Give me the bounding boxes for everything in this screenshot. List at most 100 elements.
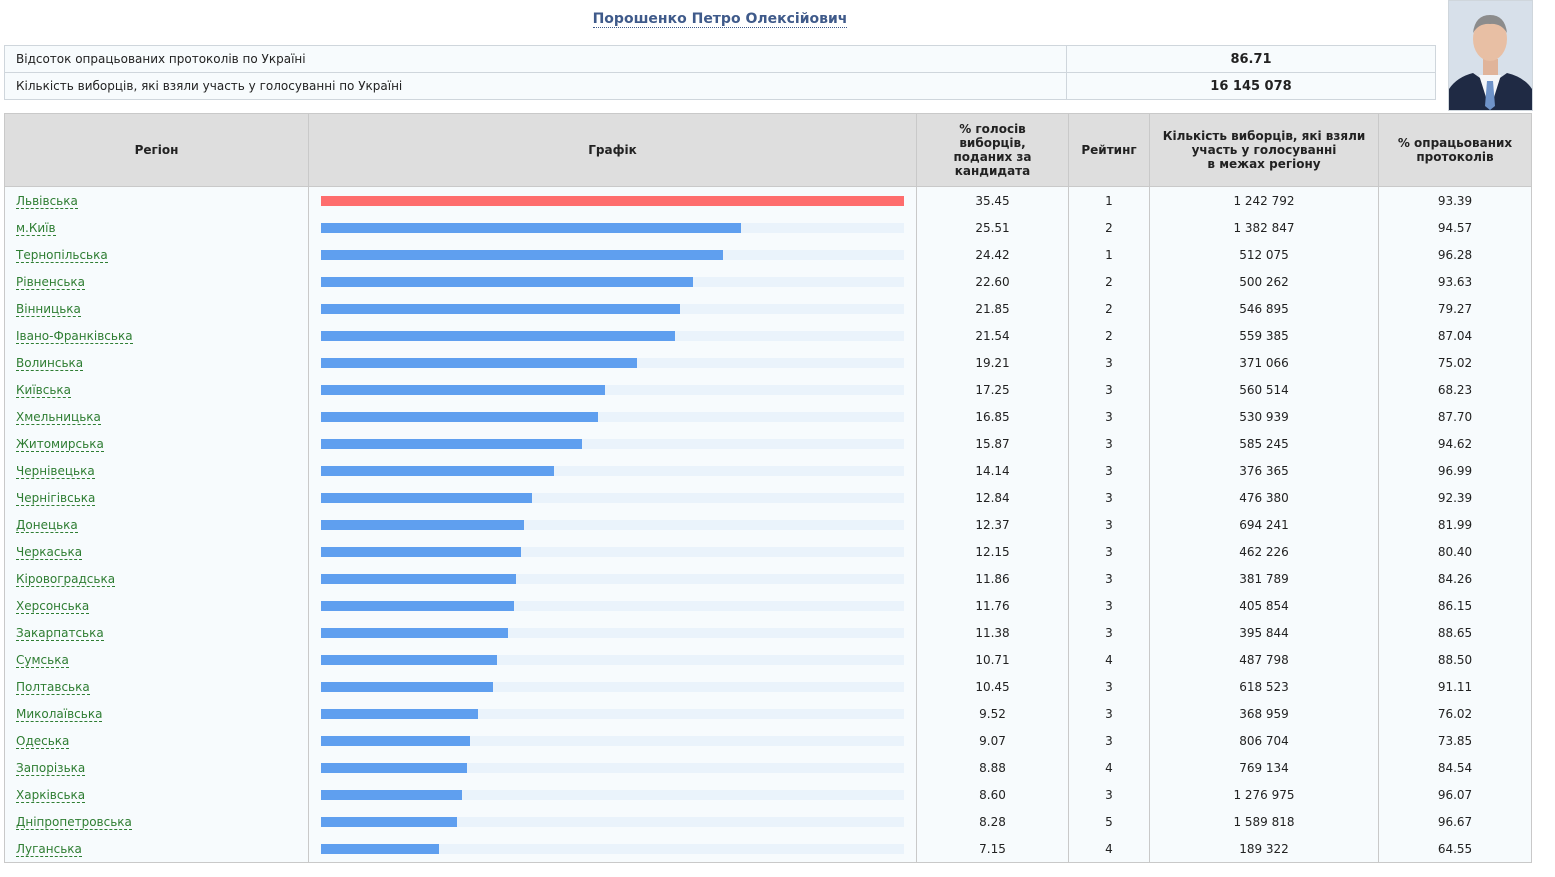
region-cell: Черкаська — [4, 538, 309, 565]
rating-cell: 3 — [1068, 484, 1150, 511]
percent-cell: 35.45 — [916, 186, 1069, 214]
processed-cell: 96.99 — [1378, 457, 1532, 484]
table-row: Чернівецька 14.14 3 376 365 96.99 — [4, 457, 1532, 484]
percent-bar — [321, 249, 723, 260]
percent-cell: 11.86 — [916, 565, 1069, 592]
percent-cell: 12.15 — [916, 538, 1069, 565]
region-cell: Івано-Франківська — [4, 322, 309, 349]
bar-track — [321, 492, 904, 503]
region-link[interactable]: Одеська — [16, 733, 70, 749]
rating-cell: 2 — [1068, 214, 1150, 241]
percent-bar — [321, 438, 582, 449]
region-cell: Закарпатська — [4, 619, 309, 646]
region-cell: Житомирська — [4, 430, 309, 457]
region-link[interactable]: Тернопільська — [16, 247, 108, 263]
processed-cell: 91.11 — [1378, 673, 1532, 700]
bar-track — [321, 411, 904, 422]
chart-cell — [308, 186, 917, 214]
column-header-percent[interactable]: % голосів виборців, поданих за кандидата — [916, 113, 1069, 187]
percent-bar — [321, 303, 681, 314]
region-link[interactable]: Сумська — [16, 652, 69, 668]
percent-cell: 12.84 — [916, 484, 1069, 511]
voters-cell: 405 854 — [1149, 592, 1379, 619]
region-link[interactable]: Луганська — [16, 841, 82, 857]
rating-cell: 3 — [1068, 403, 1150, 430]
rating-cell: 3 — [1068, 727, 1150, 754]
bar-track — [321, 249, 904, 260]
percent-cell: 21.54 — [916, 322, 1069, 349]
bar-track — [321, 654, 904, 665]
region-link[interactable]: Рівненська — [16, 274, 85, 290]
region-link[interactable]: Миколаївська — [16, 706, 103, 722]
voters-cell: 1 276 975 — [1149, 781, 1379, 808]
table-row: Полтавська 10.45 3 618 523 91.11 — [4, 673, 1532, 700]
region-link[interactable]: Запорізька — [16, 760, 86, 776]
percent-bar — [321, 627, 509, 638]
column-header-rating[interactable]: Рейтинг — [1068, 113, 1150, 187]
region-link[interactable]: Волинська — [16, 355, 84, 371]
processed-cell: 88.50 — [1378, 646, 1532, 673]
percent-cell: 8.88 — [916, 754, 1069, 781]
bar-track — [321, 573, 904, 584]
region-link[interactable]: Дніпропетровська — [16, 814, 132, 830]
region-link[interactable]: Хмельницька — [16, 409, 101, 425]
voters-cell: 462 226 — [1149, 538, 1379, 565]
chart-cell — [308, 727, 917, 754]
candidate-name-link[interactable]: Порошенко Петро Олексійович — [592, 11, 848, 28]
region-link[interactable]: Донецька — [16, 517, 78, 533]
region-cell: м.Київ — [4, 214, 309, 241]
region-link[interactable]: Закарпатська — [16, 625, 104, 641]
chart-cell — [308, 484, 917, 511]
region-link[interactable]: Львівська — [16, 193, 78, 209]
chart-cell — [308, 754, 917, 781]
processed-cell: 87.04 — [1378, 322, 1532, 349]
region-link[interactable]: Чернігівська — [16, 490, 96, 506]
region-link[interactable]: Черкаська — [16, 544, 83, 560]
processed-cell: 86.15 — [1378, 592, 1532, 619]
summary-row: Відсоток опрацьованих протоколів по Укра… — [4, 45, 1436, 73]
column-header-voters-line: Кількість виборців, які взяли — [1162, 129, 1366, 143]
bar-track — [321, 465, 904, 476]
processed-cell: 81.99 — [1378, 511, 1532, 538]
percent-bar — [321, 789, 463, 800]
percent-cell: 9.07 — [916, 727, 1069, 754]
percent-cell: 11.76 — [916, 592, 1069, 619]
region-link[interactable]: Київська — [16, 382, 71, 398]
voters-cell: 1 242 792 — [1149, 186, 1379, 214]
rating-cell: 3 — [1068, 781, 1150, 808]
region-link[interactable]: Вінницька — [16, 301, 81, 317]
voters-cell: 559 385 — [1149, 322, 1379, 349]
percent-bar — [321, 681, 493, 692]
region-link[interactable]: Івано-Франківська — [16, 328, 133, 344]
table-row: Чернігівська 12.84 3 476 380 92.39 — [4, 484, 1532, 511]
column-header-processed-line: % опрацьованих — [1397, 136, 1513, 150]
region-cell: Рівненська — [4, 268, 309, 295]
column-header-processed[interactable]: % опрацьованих протоколів — [1378, 113, 1532, 187]
voters-cell: 512 075 — [1149, 241, 1379, 268]
processed-cell: 76.02 — [1378, 700, 1532, 727]
percent-bar — [321, 195, 904, 206]
percent-bar — [321, 357, 637, 368]
table-body: Львівська 35.45 1 1 242 792 93.39 м.Київ 25.51… — [4, 186, 1532, 863]
column-header-region[interactable]: Регіон — [4, 113, 309, 187]
region-link[interactable]: Чернівецька — [16, 463, 95, 479]
region-link[interactable]: Кіровоградська — [16, 571, 116, 587]
region-cell: Кіровоградська — [4, 565, 309, 592]
region-link[interactable]: Харківська — [16, 787, 86, 803]
region-link[interactable]: м.Київ — [16, 220, 56, 236]
processed-cell: 93.39 — [1378, 186, 1532, 214]
region-link[interactable]: Полтавська — [16, 679, 90, 695]
region-link[interactable]: Херсонська — [16, 598, 90, 614]
bar-track — [321, 330, 904, 341]
rating-cell: 3 — [1068, 619, 1150, 646]
percent-cell: 14.14 — [916, 457, 1069, 484]
region-cell: Луганська — [4, 835, 309, 863]
region-cell: Вінницька — [4, 295, 309, 322]
percent-cell: 24.42 — [916, 241, 1069, 268]
column-header-voters[interactable]: Кількість виборців, які взяли участь у г… — [1149, 113, 1379, 187]
region-cell: Дніпропетровська — [4, 808, 309, 835]
table-row: Київська 17.25 3 560 514 68.23 — [4, 376, 1532, 403]
percent-cell: 8.60 — [916, 781, 1069, 808]
region-link[interactable]: Житомирська — [16, 436, 104, 452]
percent-bar — [321, 654, 498, 665]
